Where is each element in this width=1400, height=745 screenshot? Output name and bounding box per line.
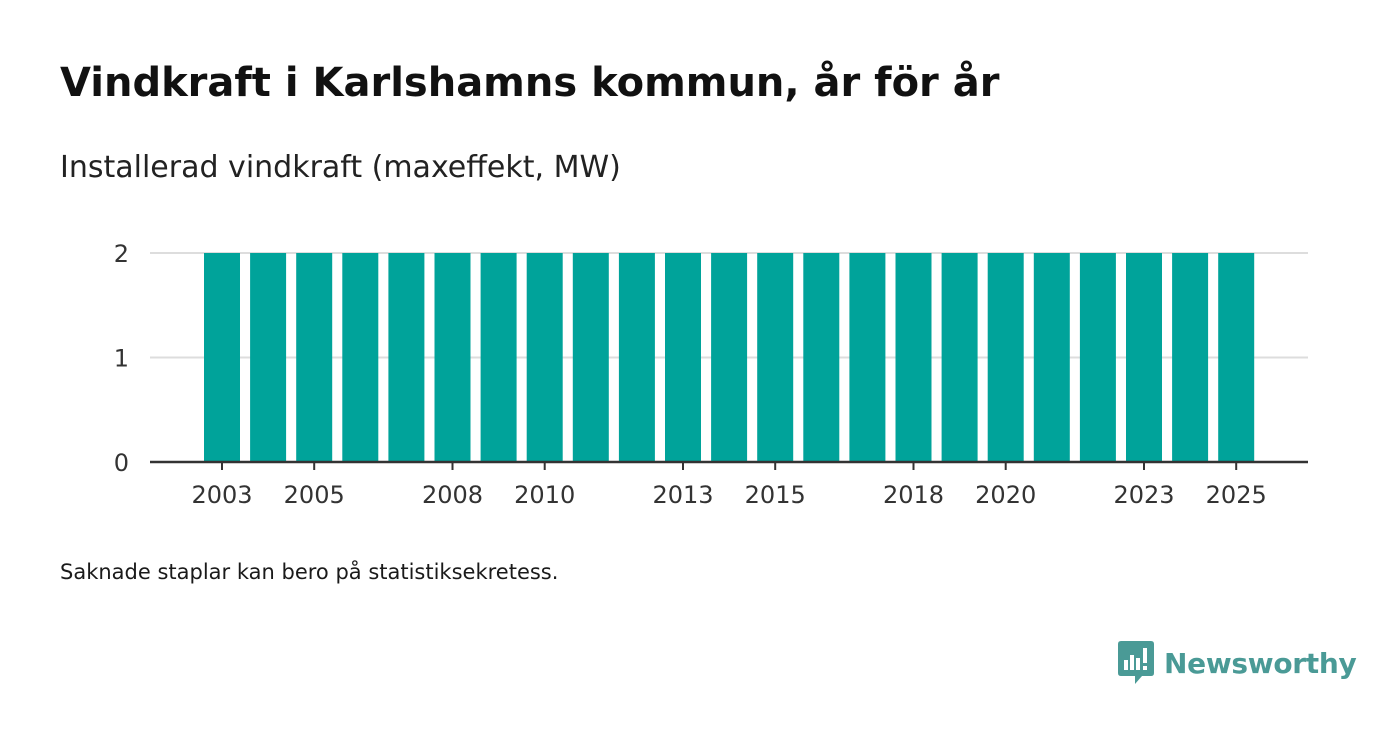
bar-2013 <box>665 253 701 462</box>
x-tick-label: 2013 <box>652 481 713 509</box>
x-tick-label: 2018 <box>883 481 944 509</box>
bar-2023 <box>1126 253 1162 462</box>
bar-2012 <box>618 253 655 462</box>
bar-2019 <box>941 253 978 462</box>
bar-2006 <box>342 253 379 462</box>
bar-2010 <box>526 253 563 462</box>
bar-2022 <box>1079 253 1116 462</box>
bar-2015 <box>757 253 794 462</box>
brand-name: Newsworthy <box>1164 646 1357 680</box>
chart-subtitle: Installerad vindkraft (maxeffekt, MW) <box>60 150 621 185</box>
y-tick-label: 1 <box>114 345 129 373</box>
bar-2021 <box>1033 253 1070 462</box>
bar-2017 <box>849 253 886 462</box>
newsworthy-logo-icon <box>1118 641 1154 684</box>
bar-2005 <box>296 253 333 462</box>
bar-2009 <box>480 253 517 462</box>
bar-2011 <box>572 253 609 462</box>
bar-2024 <box>1172 253 1209 462</box>
x-tick-label: 2025 <box>1206 481 1267 509</box>
x-tick-label: 2008 <box>422 481 483 509</box>
bar-2018 <box>895 253 932 462</box>
x-tick-label: 2005 <box>284 481 345 509</box>
x-tick-label: 2015 <box>745 481 806 509</box>
bar-chart: 0 1 2 2003 2005 2008 2010 2013 2015 2018 2020 2023 2… <box>114 240 1308 509</box>
bar-2016 <box>803 253 840 462</box>
bar-2025 <box>1218 253 1255 462</box>
bar-2020 <box>987 253 1024 462</box>
bars <box>204 253 1255 462</box>
bar-2008 <box>434 253 471 462</box>
bar-2014 <box>711 253 748 462</box>
bar-2004 <box>250 253 287 462</box>
chart-title: Vindkraft i Karlshamns kommun, år för år <box>60 60 1000 106</box>
bar-2007 <box>388 253 425 462</box>
x-tick-label: 2023 <box>1113 481 1174 509</box>
y-tick-label: 2 <box>114 240 129 268</box>
brand-logo: Newsworthy <box>1118 641 1357 685</box>
x-tick-label: 2020 <box>975 481 1036 509</box>
y-tick-label: 0 <box>114 449 129 477</box>
axes: 0 1 2 2003 2005 2008 2010 2013 2015 2018 2020 2023 2… <box>114 240 1308 509</box>
footnote: Saknade staplar kan bero på statistiksek… <box>60 560 559 584</box>
bar-2003 <box>204 253 240 462</box>
x-tick-label: 2003 <box>191 481 252 509</box>
x-tick-label: 2010 <box>514 481 575 509</box>
